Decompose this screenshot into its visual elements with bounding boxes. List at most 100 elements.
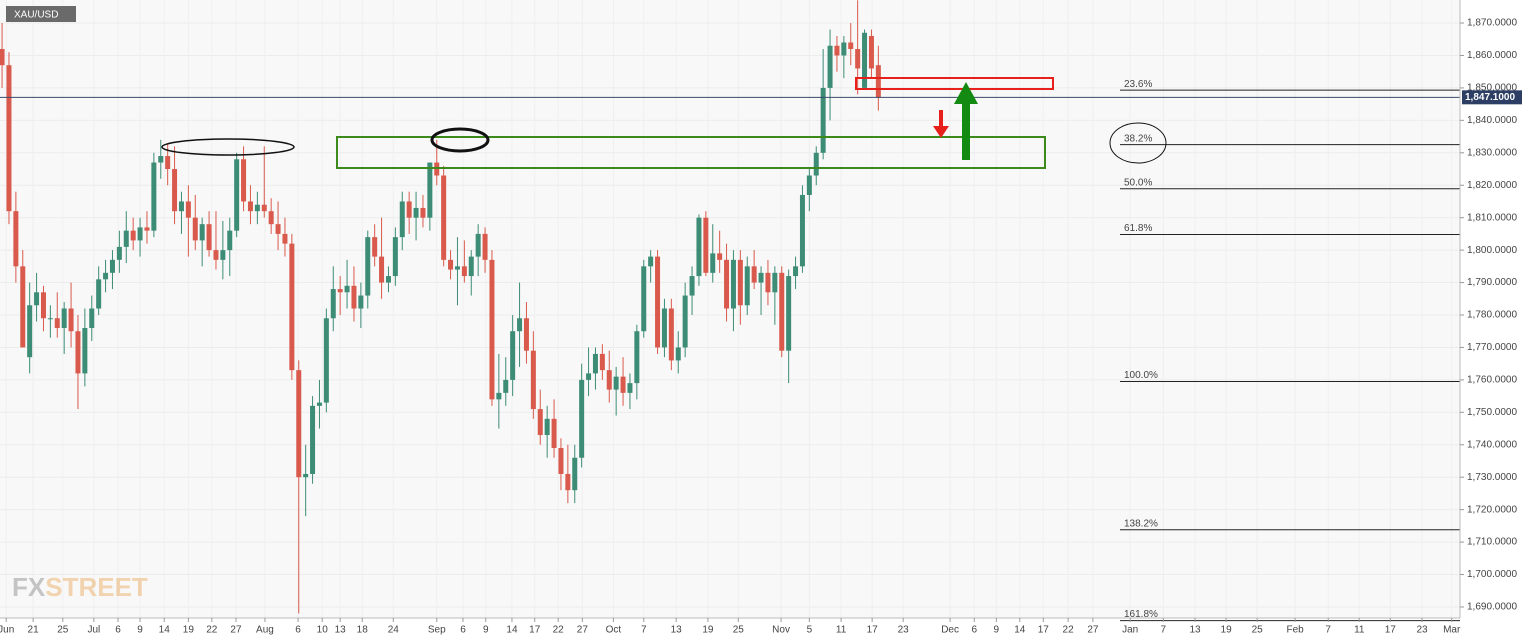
candle-body (365, 237, 371, 296)
candle-body (68, 308, 74, 332)
candle-body (185, 201, 191, 218)
candle-body (34, 292, 40, 306)
candle-body (661, 308, 667, 348)
candle-body (675, 347, 681, 361)
candle-body (841, 42, 847, 56)
candle-body (0, 48, 5, 66)
x-tick-label: 25 (733, 625, 745, 636)
candle-body (261, 204, 267, 212)
candle-body (82, 327, 88, 374)
x-tick-label: 22 (1063, 625, 1075, 636)
candle-body (192, 217, 198, 241)
candle-body (89, 308, 95, 328)
y-tick-label: 1,760.0000 (1467, 375, 1517, 386)
axes: 1,690.0000 1,700.0000 1,710.0000 1,720.0000… (0, 18, 1517, 636)
candle-body (641, 266, 647, 332)
y-tick-label: 1,770.0000 (1467, 342, 1517, 353)
candle-body (220, 250, 226, 260)
candle-body (109, 259, 115, 273)
candle-body (682, 295, 688, 348)
candle-body (172, 169, 178, 212)
y-tick-label: 1,750.0000 (1467, 407, 1517, 418)
fib-label: 50.0% (1124, 177, 1152, 188)
x-tick-label: 13 (671, 625, 683, 636)
candle-body (337, 289, 343, 293)
x-tick-label: 9 (483, 625, 489, 636)
candle-body (296, 370, 302, 478)
candle-body (47, 318, 53, 320)
x-tick-label: 19 (183, 625, 195, 636)
x-tick-label: 6 (295, 625, 301, 636)
candle-body (848, 42, 854, 49)
fib-label: 161.8% (1124, 609, 1158, 620)
symbol-label: XAU/USD (14, 10, 58, 21)
candle-body (96, 279, 102, 309)
x-tick-label: 14 (1014, 625, 1026, 636)
candle-body (689, 276, 695, 296)
candle-body (599, 353, 605, 371)
x-tick-label: 14 (506, 625, 518, 636)
x-tick-label: 24 (388, 625, 400, 636)
x-tick-label: Nov (772, 625, 790, 636)
candle-body (482, 233, 488, 260)
x-tick-label: 21 (28, 625, 40, 636)
x-tick-label: Sep (428, 625, 446, 636)
x-tick-label: 6 (971, 625, 977, 636)
x-tick-label: 27 (577, 625, 589, 636)
candle-body (6, 65, 12, 212)
candle-body (144, 227, 150, 231)
candle-body (579, 379, 585, 458)
x-tick-label: 11 (836, 625, 847, 636)
peak-ellipse (430, 127, 490, 153)
candle-body (316, 402, 322, 406)
x-tick-label: Dec (941, 625, 959, 636)
resistance-zone (855, 77, 1054, 90)
candle-body (620, 376, 626, 393)
y-tick-label: 1,810.0000 (1467, 212, 1517, 223)
y-tick-label: 1,740.0000 (1467, 439, 1517, 450)
candle-body (399, 201, 405, 238)
candle-body (61, 308, 67, 328)
x-tick-label: Oct (606, 625, 622, 636)
candle-body (523, 318, 529, 351)
candle-body (793, 266, 799, 277)
y-tick-label: 1,830.0000 (1467, 147, 1517, 158)
candle-body (427, 162, 433, 218)
candle-body (206, 224, 212, 251)
symbol-box (6, 6, 76, 22)
y-tick-label: 1,780.0000 (1467, 310, 1517, 321)
candle-body (227, 230, 233, 251)
candle-body (385, 276, 391, 283)
candle-body (165, 156, 171, 170)
candle-body (592, 353, 598, 374)
candle-body (648, 256, 654, 267)
candle-body (765, 272, 771, 293)
x-tick-label: 13 (335, 625, 347, 636)
candle-body (772, 272, 778, 293)
x-tick-label: Jul (87, 625, 100, 636)
fib-ellipse (1109, 122, 1167, 164)
x-tick-label: 14 (159, 625, 171, 636)
candle-body (820, 87, 826, 153)
x-tick-label: 22 (553, 625, 565, 636)
candle-body (268, 211, 274, 225)
candle-body (875, 65, 881, 98)
x-tick-label: 17 (1385, 625, 1397, 636)
candle-body (827, 45, 833, 88)
candle-body (655, 256, 661, 348)
candle-body (668, 308, 674, 361)
candle-body (448, 259, 454, 270)
candle-body (123, 230, 129, 247)
candle-body (358, 295, 364, 309)
candle-body (558, 448, 564, 474)
candle-body (786, 276, 792, 351)
candle-body (799, 194, 805, 267)
x-tick-label: 9 (137, 625, 143, 636)
candle-body (710, 253, 716, 273)
candle-body (475, 233, 481, 257)
candle-body (344, 285, 350, 293)
x-tick-label: 27 (230, 625, 242, 636)
grid (0, 22, 1460, 608)
candle-body (565, 473, 571, 491)
